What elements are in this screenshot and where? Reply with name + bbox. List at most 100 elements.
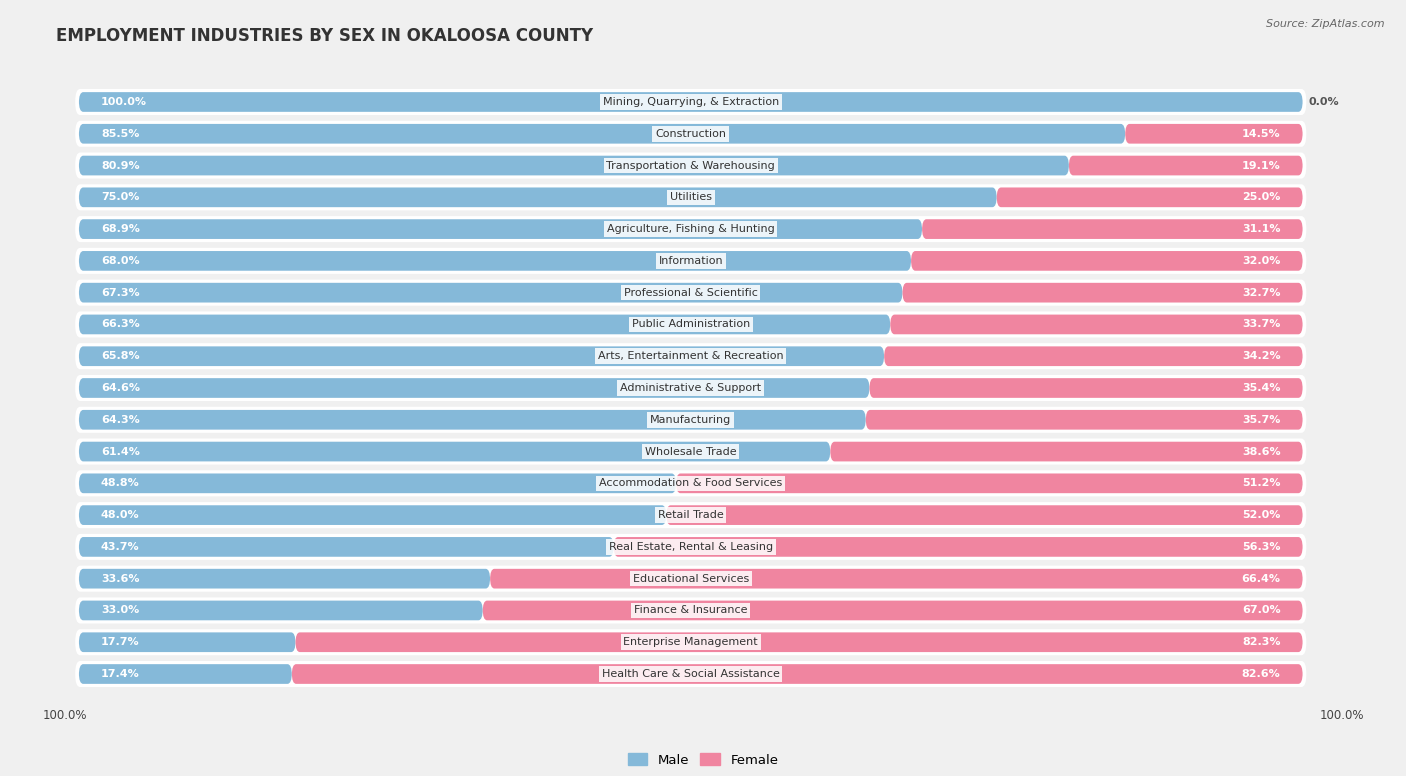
FancyBboxPatch shape	[997, 188, 1302, 207]
Text: 85.5%: 85.5%	[101, 129, 139, 139]
Text: Health Care & Social Assistance: Health Care & Social Assistance	[602, 669, 780, 679]
Text: Utilities: Utilities	[669, 192, 711, 203]
FancyBboxPatch shape	[295, 632, 1302, 652]
FancyBboxPatch shape	[79, 92, 1302, 112]
FancyBboxPatch shape	[884, 346, 1302, 366]
FancyBboxPatch shape	[79, 442, 831, 462]
FancyBboxPatch shape	[75, 566, 1306, 592]
FancyBboxPatch shape	[903, 282, 1302, 303]
FancyBboxPatch shape	[1069, 156, 1302, 175]
FancyBboxPatch shape	[869, 378, 1302, 398]
Text: 66.4%: 66.4%	[1241, 573, 1281, 584]
Text: 68.9%: 68.9%	[101, 224, 139, 234]
Text: Information: Information	[658, 256, 723, 266]
Text: 100.0%: 100.0%	[42, 708, 87, 722]
FancyBboxPatch shape	[75, 153, 1306, 178]
Text: 33.7%: 33.7%	[1243, 320, 1281, 330]
Text: 38.6%: 38.6%	[1241, 446, 1281, 456]
FancyBboxPatch shape	[75, 661, 1306, 687]
FancyBboxPatch shape	[75, 598, 1306, 623]
FancyBboxPatch shape	[75, 375, 1306, 401]
FancyBboxPatch shape	[482, 601, 1302, 620]
Text: 14.5%: 14.5%	[1241, 129, 1281, 139]
Text: Finance & Insurance: Finance & Insurance	[634, 605, 748, 615]
FancyBboxPatch shape	[75, 407, 1306, 433]
Text: 75.0%: 75.0%	[101, 192, 139, 203]
FancyBboxPatch shape	[79, 601, 482, 620]
FancyBboxPatch shape	[75, 121, 1306, 147]
Text: Retail Trade: Retail Trade	[658, 510, 724, 520]
Text: 48.8%: 48.8%	[101, 478, 139, 488]
Text: 19.1%: 19.1%	[1241, 161, 1281, 171]
Text: 82.6%: 82.6%	[1241, 669, 1281, 679]
Text: 64.6%: 64.6%	[101, 383, 141, 393]
Text: 32.7%: 32.7%	[1241, 288, 1281, 298]
Text: Public Administration: Public Administration	[631, 320, 749, 330]
FancyBboxPatch shape	[831, 442, 1302, 462]
Text: 17.4%: 17.4%	[101, 669, 139, 679]
FancyBboxPatch shape	[79, 314, 890, 334]
FancyBboxPatch shape	[911, 251, 1302, 271]
FancyBboxPatch shape	[79, 378, 869, 398]
Text: Professional & Scientific: Professional & Scientific	[624, 288, 758, 298]
FancyBboxPatch shape	[613, 537, 1302, 556]
FancyBboxPatch shape	[676, 473, 1302, 494]
Text: Source: ZipAtlas.com: Source: ZipAtlas.com	[1267, 19, 1385, 29]
FancyBboxPatch shape	[79, 124, 1125, 144]
FancyBboxPatch shape	[79, 505, 666, 525]
Text: Accommodation & Food Services: Accommodation & Food Services	[599, 478, 782, 488]
FancyBboxPatch shape	[922, 220, 1302, 239]
Text: 25.0%: 25.0%	[1243, 192, 1281, 203]
Text: 100.0%: 100.0%	[101, 97, 146, 107]
Legend: Male, Female: Male, Female	[623, 748, 783, 772]
FancyBboxPatch shape	[75, 89, 1306, 115]
Text: 51.2%: 51.2%	[1241, 478, 1281, 488]
Text: Agriculture, Fishing & Hunting: Agriculture, Fishing & Hunting	[607, 224, 775, 234]
FancyBboxPatch shape	[79, 251, 911, 271]
FancyBboxPatch shape	[75, 184, 1306, 210]
FancyBboxPatch shape	[75, 470, 1306, 497]
Text: 31.1%: 31.1%	[1241, 224, 1281, 234]
Text: Real Estate, Rental & Leasing: Real Estate, Rental & Leasing	[609, 542, 773, 552]
FancyBboxPatch shape	[75, 438, 1306, 465]
FancyBboxPatch shape	[1125, 124, 1302, 144]
Text: 67.0%: 67.0%	[1241, 605, 1281, 615]
FancyBboxPatch shape	[75, 502, 1306, 528]
Text: Construction: Construction	[655, 129, 727, 139]
FancyBboxPatch shape	[75, 279, 1306, 306]
Text: Enterprise Management: Enterprise Management	[623, 637, 758, 647]
Text: 17.7%: 17.7%	[101, 637, 139, 647]
Text: 100.0%: 100.0%	[1319, 708, 1364, 722]
Text: 34.2%: 34.2%	[1241, 352, 1281, 361]
Text: 33.6%: 33.6%	[101, 573, 139, 584]
Text: 66.3%: 66.3%	[101, 320, 139, 330]
Text: EMPLOYMENT INDUSTRIES BY SEX IN OKALOOSA COUNTY: EMPLOYMENT INDUSTRIES BY SEX IN OKALOOSA…	[56, 27, 593, 45]
FancyBboxPatch shape	[666, 505, 1302, 525]
Text: Transportation & Warehousing: Transportation & Warehousing	[606, 161, 775, 171]
FancyBboxPatch shape	[79, 156, 1069, 175]
Text: 65.8%: 65.8%	[101, 352, 139, 361]
Text: Arts, Entertainment & Recreation: Arts, Entertainment & Recreation	[598, 352, 783, 361]
Text: 56.3%: 56.3%	[1241, 542, 1281, 552]
Text: 43.7%: 43.7%	[101, 542, 139, 552]
Text: 80.9%: 80.9%	[101, 161, 139, 171]
FancyBboxPatch shape	[292, 664, 1302, 684]
FancyBboxPatch shape	[79, 346, 884, 366]
Text: 82.3%: 82.3%	[1241, 637, 1281, 647]
FancyBboxPatch shape	[75, 248, 1306, 274]
FancyBboxPatch shape	[75, 311, 1306, 338]
FancyBboxPatch shape	[890, 314, 1302, 334]
Text: 52.0%: 52.0%	[1243, 510, 1281, 520]
FancyBboxPatch shape	[75, 534, 1306, 560]
Text: Mining, Quarrying, & Extraction: Mining, Quarrying, & Extraction	[603, 97, 779, 107]
Text: 61.4%: 61.4%	[101, 446, 139, 456]
FancyBboxPatch shape	[75, 343, 1306, 369]
FancyBboxPatch shape	[79, 473, 676, 494]
FancyBboxPatch shape	[75, 629, 1306, 655]
FancyBboxPatch shape	[75, 216, 1306, 242]
Text: 48.0%: 48.0%	[101, 510, 139, 520]
Text: 32.0%: 32.0%	[1243, 256, 1281, 266]
FancyBboxPatch shape	[79, 220, 922, 239]
FancyBboxPatch shape	[79, 569, 491, 588]
FancyBboxPatch shape	[491, 569, 1302, 588]
